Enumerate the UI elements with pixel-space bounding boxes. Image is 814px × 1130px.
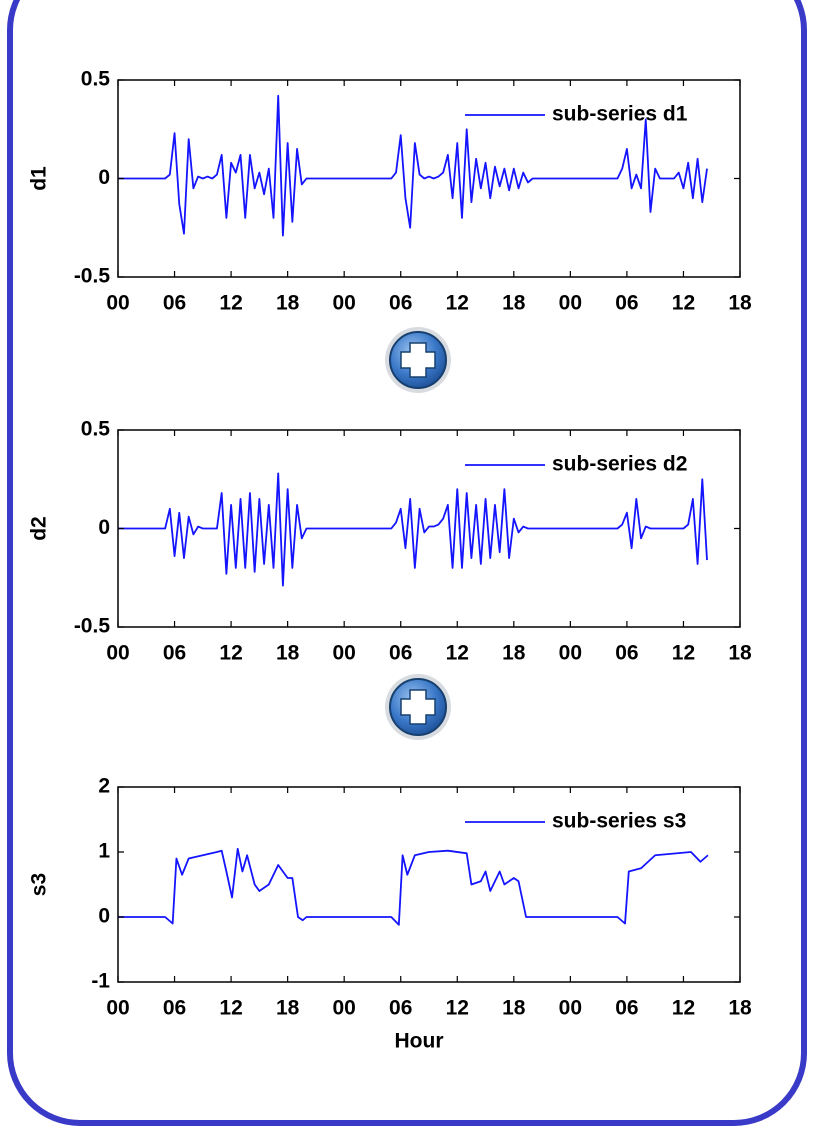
x-tick-label: 00	[106, 997, 129, 1020]
x-tick-label: 00	[106, 642, 129, 665]
axes-background	[118, 430, 740, 627]
y-axis-label: d1	[28, 166, 51, 191]
axes-box	[117, 786, 741, 983]
x-tick-label: 18	[276, 997, 300, 1020]
x-tick-label: 00	[559, 642, 582, 665]
x-tick-label: 18	[276, 642, 300, 665]
x-tick-label: 06	[389, 997, 412, 1020]
y-axis-label: s3	[28, 873, 51, 896]
x-tick-label: 06	[615, 642, 638, 665]
y-tick-label: 0	[98, 166, 110, 189]
x-tick-label: 06	[615, 292, 638, 315]
x-tick-label: 06	[163, 997, 186, 1020]
legend-label: sub-series d2	[552, 453, 687, 476]
frame	[7, 0, 807, 1126]
x-tick-label: 12	[672, 997, 695, 1020]
y-tick-label: -0.5	[74, 265, 111, 288]
x-tick-label: 18	[502, 292, 526, 315]
legend-label: sub-series d1	[552, 103, 688, 126]
y-tick-label: 2	[98, 775, 110, 798]
x-tick-label: 18	[502, 642, 526, 665]
x-tick-label: 06	[389, 292, 412, 315]
y-tick-label: 0	[98, 516, 110, 539]
plus-icon	[385, 674, 451, 740]
axes-background	[118, 80, 740, 277]
y-tick-label: 0.5	[81, 68, 111, 91]
y-tick-label: 0.5	[81, 418, 111, 441]
x-axis-label: Hour	[395, 1030, 444, 1053]
x-tick-label: 18	[276, 292, 300, 315]
x-tick-label: 18	[728, 997, 752, 1020]
y-tick-label: -1	[91, 970, 110, 993]
y-tick-label: -0.5	[74, 615, 111, 638]
x-tick-label: 00	[559, 997, 582, 1020]
x-tick-label: 00	[333, 642, 356, 665]
y-axis-label: d2	[28, 516, 51, 541]
x-tick-label: 12	[446, 642, 469, 665]
x-tick-label: 12	[672, 642, 695, 665]
x-tick-label: 00	[106, 292, 129, 315]
x-tick-label: 12	[672, 292, 695, 315]
x-tick-label: 12	[446, 997, 469, 1020]
data-line	[118, 472, 708, 587]
y-tick-label: 1	[98, 840, 110, 863]
x-tick-label: 00	[333, 292, 356, 315]
legend-label: sub-series s3	[552, 810, 686, 833]
data-line	[118, 94, 708, 237]
data-line	[118, 847, 709, 926]
x-tick-label: 12	[219, 642, 242, 665]
x-tick-label: 06	[615, 997, 638, 1020]
axes-background	[118, 787, 740, 982]
x-tick-label: 06	[163, 292, 186, 315]
x-tick-label: 12	[446, 292, 469, 315]
x-tick-label: 06	[163, 642, 186, 665]
x-tick-label: 06	[389, 642, 412, 665]
x-tick-label: 12	[219, 292, 242, 315]
plus-icon	[385, 327, 451, 393]
x-tick-label: 18	[728, 292, 752, 315]
x-tick-label: 00	[333, 997, 356, 1020]
x-tick-label: 00	[559, 292, 582, 315]
x-tick-label: 18	[728, 642, 752, 665]
x-tick-label: 18	[502, 997, 526, 1020]
y-tick-label: 0	[98, 905, 110, 928]
x-tick-label: 12	[219, 997, 242, 1020]
